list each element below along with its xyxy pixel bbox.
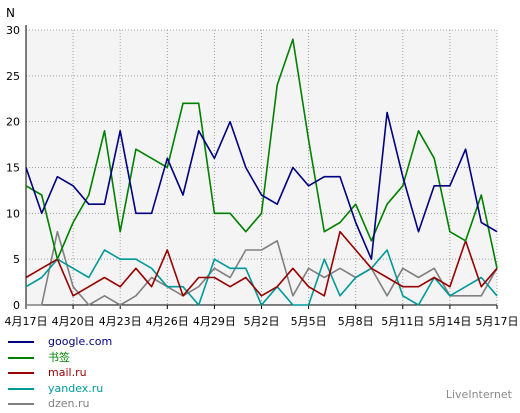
- x-tick-label: 4月26日: [146, 315, 189, 328]
- legend-swatch: [8, 372, 34, 375]
- y-tick-label: 0: [13, 299, 20, 312]
- legend-label: google.com: [48, 335, 113, 348]
- legend-swatch: [8, 356, 34, 359]
- watermark-text: LiveInternet: [445, 388, 512, 401]
- x-tick-label: 5月11日: [381, 315, 424, 328]
- legend-label: dzen.ru: [48, 397, 90, 411]
- x-tick-label: 5月8日: [338, 315, 374, 328]
- legend-swatch: [8, 387, 34, 390]
- y-tick-label: 30: [6, 24, 20, 37]
- series-line-dzen-ru: [26, 230, 498, 306]
- legend-label: yandex.ru: [48, 381, 104, 395]
- series-line-bookmarks: [25, 38, 498, 269]
- legend-item: yandex.ru: [8, 382, 208, 396]
- legend-swatch: [8, 341, 34, 343]
- axes-layer: 0 5 10 15 20 25 30 4月17日 4月20日 4月23日 4月26日 4月29日 5月2…: [5, 24, 519, 328]
- x-tick-label: 5月2日: [244, 315, 280, 328]
- legend-item: dzen.ru: [8, 397, 208, 411]
- legend-label: mail.ru: [48, 366, 87, 380]
- y-tick-label: 10: [6, 207, 20, 220]
- series-line-yandex-ru: [25, 249, 498, 306]
- legend-label: 书签: [48, 350, 70, 364]
- legend-item: google.com: [8, 335, 208, 349]
- x-tick-label: 5月5日: [291, 315, 327, 328]
- legend-item: 书签: [8, 351, 208, 365]
- y-tick-label: 20: [6, 116, 20, 129]
- x-tick-label: 5月14日: [428, 315, 471, 328]
- x-tick-label: 4月17日: [5, 315, 48, 328]
- y-tick-label: 25: [6, 70, 20, 83]
- x-tick-label: 5月17日: [476, 315, 519, 328]
- x-tick-label: 4月29日: [193, 315, 236, 328]
- series-line-google-com: [25, 111, 498, 261]
- legend: google.com 书签 mail.ru yandex.ru dzen.ru: [8, 335, 208, 413]
- y-axis-label: N: [6, 6, 15, 20]
- y-tick-label: 5: [13, 253, 20, 266]
- x-tick-label: 4月20日: [52, 315, 95, 328]
- legend-item: mail.ru: [8, 366, 208, 380]
- series-layer: [25, 38, 498, 306]
- legend-swatch: [8, 403, 34, 406]
- series-line-mail-ru: [25, 230, 498, 297]
- y-tick-label: 15: [6, 162, 20, 175]
- x-tick-label: 4月23日: [99, 315, 142, 328]
